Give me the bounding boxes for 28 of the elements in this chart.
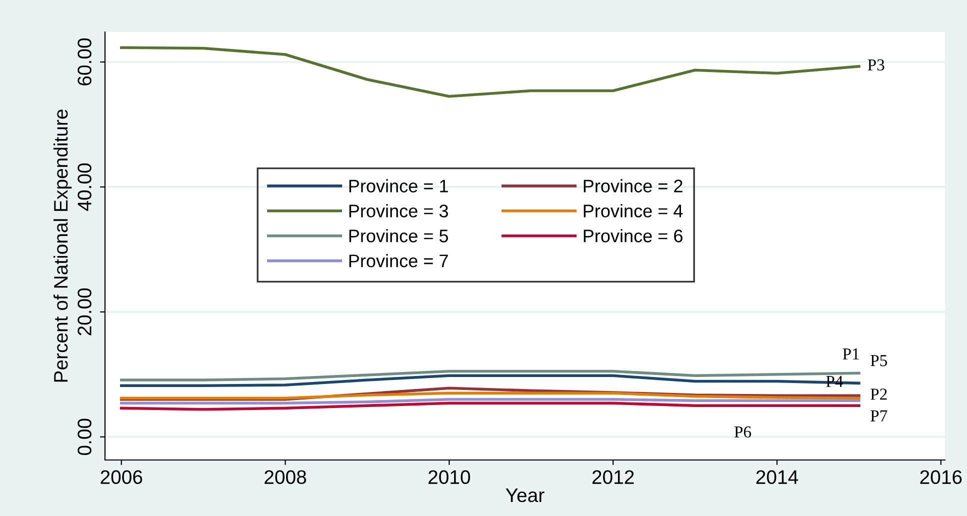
x-tick-label: 2006 — [100, 470, 142, 484]
legend-label: Province = 3 — [349, 204, 448, 218]
annotation: P3 — [868, 59, 884, 71]
annotation: P1 — [842, 348, 859, 360]
annotation: P7 — [870, 410, 888, 422]
y-axis-title: Percent of National Expenditure — [53, 110, 72, 382]
x-tick-label: 2010 — [428, 470, 470, 484]
annotation: P5 — [870, 355, 888, 366]
line-series — [120, 402, 860, 411]
legend-label: Province = 2 — [584, 179, 682, 192]
legend-label: Province = 7 — [349, 254, 448, 268]
legend-label: Province = 6 — [584, 229, 682, 242]
legend-label: Province = 1 — [349, 179, 448, 192]
y-tick-label: 0.00 — [78, 418, 92, 456]
x-tick-label: 2008 — [264, 470, 306, 484]
legend-label: Province = 5 — [349, 229, 448, 242]
x-tick-label: 2016 — [920, 470, 962, 484]
x-tick-label: 2012 — [592, 470, 634, 484]
y-tick-label: 60.00 — [78, 38, 92, 86]
line-series — [120, 46, 860, 98]
line-series — [120, 374, 860, 388]
y-tick-label: 20.00 — [78, 288, 92, 336]
legend-label: Province = 4 — [584, 204, 683, 218]
x-tick-label: 2014 — [756, 470, 798, 484]
annotation: P2 — [870, 388, 887, 400]
x-axis-title: Year — [506, 488, 544, 502]
annotation: P6 — [734, 426, 752, 438]
y-tick-label: 40.00 — [78, 163, 92, 211]
